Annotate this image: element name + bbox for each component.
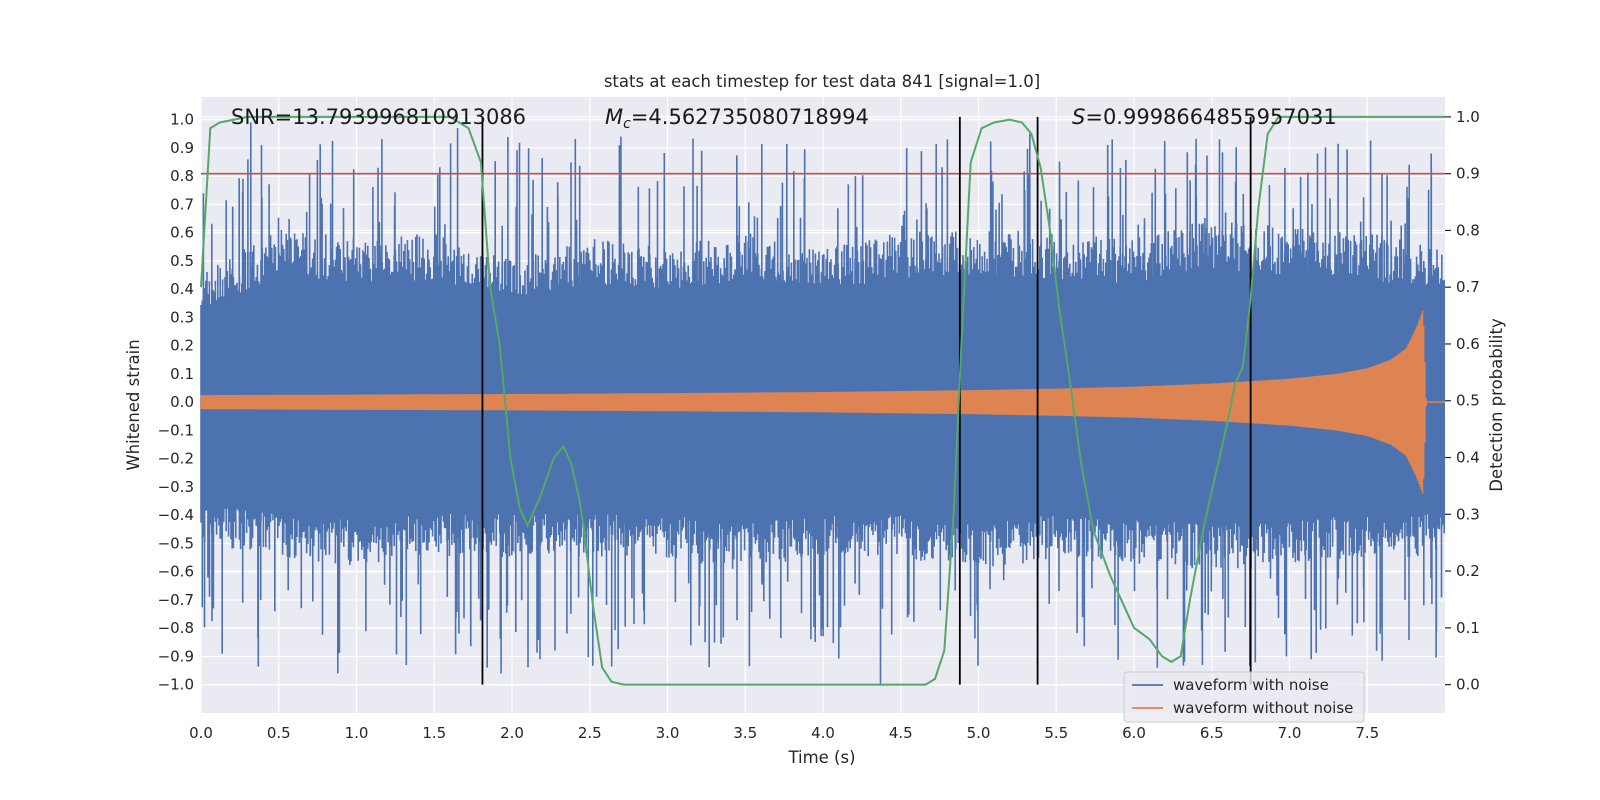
y-left-tick-label: 0.7 <box>170 195 194 213</box>
y-axis-label-right: Detection probability <box>1487 318 1506 492</box>
y-right-tick-label: 0.6 <box>1456 335 1480 353</box>
y-left-tick-label: −0.6 <box>158 563 194 581</box>
x-tick-label: 6.5 <box>1200 724 1224 742</box>
x-tick-label: 5.5 <box>1044 724 1068 742</box>
y-right-tick-label: 1.0 <box>1456 108 1480 126</box>
y-left-tick-label: −0.9 <box>158 647 194 665</box>
annotation-mc-subscript: c <box>623 116 631 132</box>
annotation-mc-value: =4.562735080718994 <box>631 105 869 129</box>
x-tick-label: 3.5 <box>733 724 757 742</box>
legend: waveform with noise waveform without noi… <box>1123 671 1365 723</box>
noise-spikes <box>201 122 1443 685</box>
x-tick-label: 2.5 <box>578 724 602 742</box>
annotation-s: S=0.9998664855957031 <box>1072 105 1337 129</box>
y-left-tick-label: 0.0 <box>170 393 194 411</box>
y-left-tick-label: 0.8 <box>170 167 194 185</box>
y-left-tick-label: 1.0 <box>170 111 194 129</box>
y-left-tick-label: −0.8 <box>158 619 194 637</box>
x-tick-label: 5.0 <box>967 724 991 742</box>
x-tick-label: 6.0 <box>1122 724 1146 742</box>
y-left-tick-label: −1.0 <box>158 676 194 694</box>
detection-probability-line <box>200 115 1445 686</box>
y-right-tick-label: 0.8 <box>1456 221 1480 239</box>
y-left-tick-label: 0.6 <box>170 224 194 242</box>
annotation-mc-symbol: M <box>605 105 623 129</box>
x-tick-label: 0.0 <box>189 724 213 742</box>
y-left-tick-label: −0.4 <box>158 506 194 524</box>
y-right-tick-label: 0.4 <box>1456 449 1480 467</box>
x-tick-label: 7.5 <box>1355 724 1379 742</box>
y-left-tick-label: −0.1 <box>158 421 194 439</box>
x-tick-label: 0.5 <box>267 724 291 742</box>
annotation-snr: SNR=13.793996810913086 <box>231 105 526 129</box>
legend-label-noise: waveform with noise <box>1173 676 1329 694</box>
y-right-tick-label: 0.5 <box>1456 392 1480 410</box>
y-right-tick-label: 0.7 <box>1456 278 1480 296</box>
y-left-tick-label: 0.9 <box>170 139 194 157</box>
y-left-tick-label: 0.1 <box>170 365 194 383</box>
y-right-tick-label: 0.2 <box>1456 562 1480 580</box>
series-waveform-without-noise <box>200 310 1445 494</box>
x-tick-label: 1.0 <box>345 724 369 742</box>
x-tick-label: 4.5 <box>889 724 913 742</box>
chart-title: stats at each timestep for test data 841… <box>604 72 1040 91</box>
y-right-tick-label: 0.3 <box>1456 505 1480 523</box>
clean-body <box>200 310 1427 494</box>
y-left-tick-label: −0.5 <box>158 534 194 552</box>
y-right-tick-label: 0.9 <box>1456 165 1480 183</box>
x-tick-label: 7.0 <box>1278 724 1302 742</box>
y-left-tick-label: 0.5 <box>170 252 194 270</box>
annotation-s-value: =0.9998664855957031 <box>1085 105 1336 129</box>
legend-label-clean: waveform without noise <box>1173 699 1353 717</box>
legend-box <box>1123 671 1365 723</box>
y-right-tick-label: 0.1 <box>1456 619 1480 637</box>
y-left-tick-label: −0.2 <box>158 450 194 468</box>
x-axis-label: Time (s) <box>787 748 855 767</box>
annotation-s-symbol: S <box>1072 105 1085 129</box>
x-tick-label: 3.0 <box>656 724 680 742</box>
y-left-tick-label: 0.4 <box>170 280 194 298</box>
annotation-mc: Mc=4.562735080718994 <box>605 105 869 132</box>
overlays <box>200 115 1445 686</box>
axes: 0.0 0.5 1.0 1.5 2.0 2.5 3.0 3.5 4.0 4.5 5.0 5.5 6.0 6… <box>158 108 1480 742</box>
y-left-tick-label: −0.7 <box>158 591 194 609</box>
y-right-tick-label: 0.0 <box>1456 676 1480 694</box>
y-left-tick-label: 0.2 <box>170 337 194 355</box>
y-axis-label-left: Whitened strain <box>124 339 143 470</box>
x-tick-label: 1.5 <box>422 724 446 742</box>
x-tick-label: 2.0 <box>500 724 524 742</box>
x-tick-label: 4.0 <box>811 724 835 742</box>
y-left-tick-label: 0.3 <box>170 308 194 326</box>
y-left-tick-label: −0.3 <box>158 478 194 496</box>
